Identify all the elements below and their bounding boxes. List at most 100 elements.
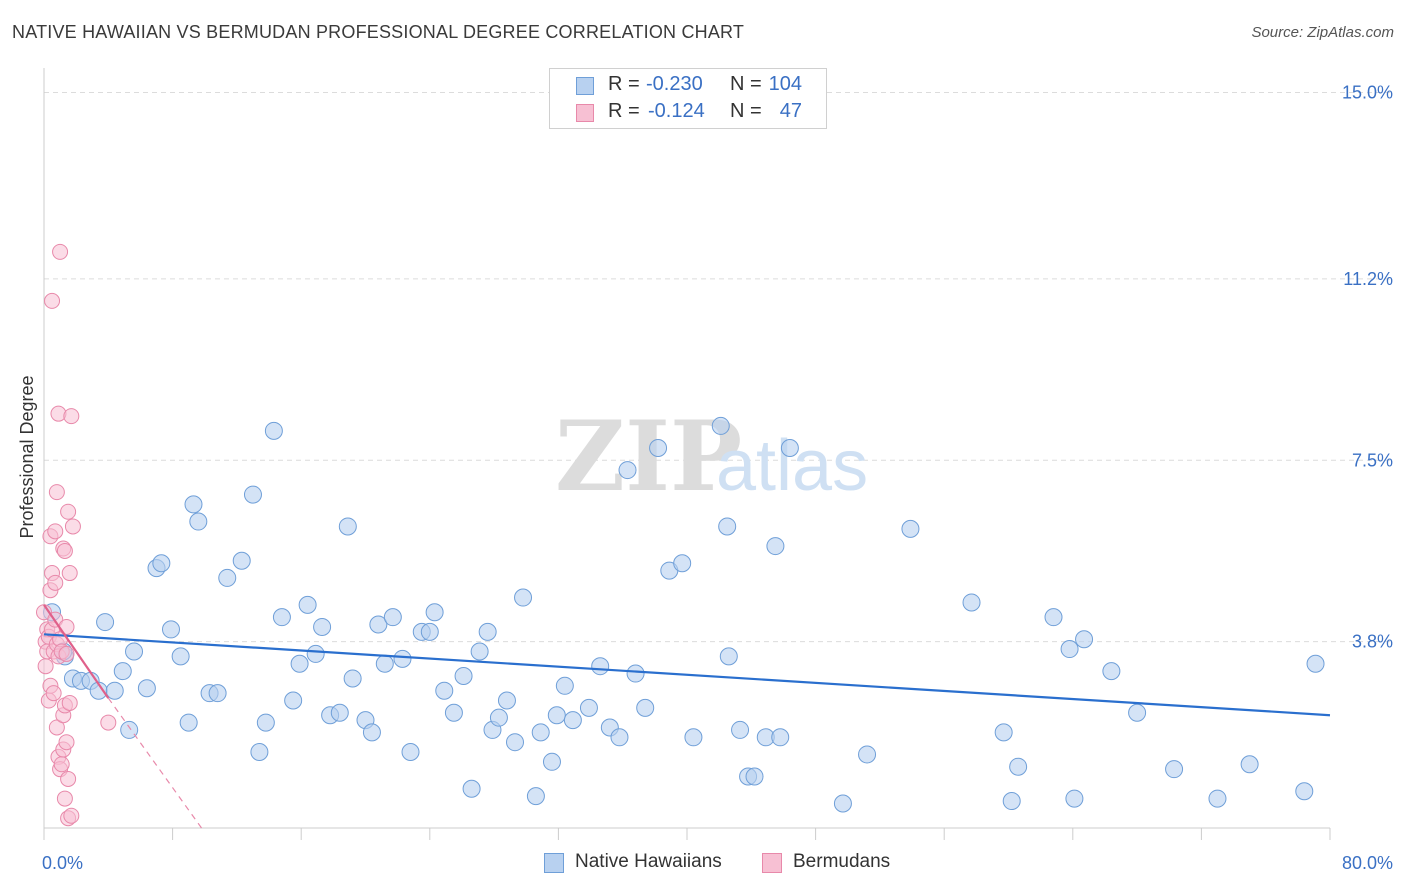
- native-hawaiian-point: [547, 706, 566, 725]
- native-hawaiian-point: [161, 620, 180, 639]
- pink-swatch: [576, 104, 594, 122]
- legend-label: Bermudans: [793, 851, 891, 872]
- bermudan-point: [52, 243, 69, 260]
- native-hawaiian-point: [478, 622, 497, 641]
- native-hawaiian-point: [113, 662, 132, 681]
- tick-labels: 3.8% 7.5% 11.2% 15.0% 0.0% 80.0% Professional …: [17, 83, 1393, 873]
- native-hawaiian-point: [462, 779, 481, 798]
- native-hawaiian-point: [125, 642, 144, 661]
- native-hawaiian-point: [250, 743, 269, 761]
- native-hawaiian-point: [649, 439, 668, 457]
- bermudan-point: [37, 658, 54, 675]
- bermudan-point: [63, 807, 80, 824]
- native-hawaiian-point: [218, 568, 237, 587]
- native-hawaiian-point: [375, 654, 394, 673]
- native-hawaiian-point: [369, 615, 388, 634]
- native-hawaiian-point: [1002, 792, 1021, 811]
- native-hawaiian-point: [120, 720, 139, 739]
- native-hawaiian-point: [514, 588, 533, 607]
- r-label: R =: [608, 100, 640, 122]
- native-hawaiian-point: [435, 681, 454, 700]
- native-hawaiian-point: [208, 684, 227, 703]
- native-hawaiian-point: [105, 681, 124, 700]
- bermudan-point: [56, 790, 73, 807]
- native-hawaiian-point: [383, 608, 402, 627]
- native-hawaiian-point: [454, 667, 473, 685]
- native-hawaiian-point: [330, 703, 349, 722]
- native-hawaiian-point: [771, 728, 790, 747]
- r-label: R =: [608, 73, 640, 95]
- bermudan-point: [56, 542, 73, 559]
- native-hawaiian-point: [1044, 608, 1063, 627]
- y-tick-label: 7.5%: [1352, 450, 1393, 470]
- native-hawaiian-point: [526, 787, 545, 806]
- native-hawaiian-point: [189, 512, 208, 531]
- native-hawaiian-point: [618, 461, 637, 480]
- native-hawaiian-point: [152, 554, 171, 573]
- bermudan-point: [48, 484, 65, 501]
- y-tick-label: 11.2%: [1343, 269, 1393, 289]
- native-hawaiian-point: [591, 657, 610, 676]
- data-points: [36, 243, 1325, 827]
- native-hawaiian-point: [290, 654, 309, 673]
- native-hawaiian-point: [731, 720, 750, 739]
- y-tick-label: 15.0%: [1342, 83, 1393, 103]
- native-hawaiian-point: [420, 622, 439, 641]
- native-hawaiian-point: [1009, 757, 1028, 776]
- bermudan-point: [45, 685, 62, 702]
- native-hawaiian-point: [1060, 640, 1079, 659]
- native-hawaiian-point: [96, 613, 115, 632]
- bermudan-trend-extension: [107, 697, 203, 829]
- source-credit: Source: ZipAtlas.com: [1251, 24, 1394, 41]
- native-hawaiian-point: [766, 537, 785, 556]
- native-hawaiian-point: [338, 517, 357, 536]
- native-hawaiian-point: [362, 723, 381, 742]
- bermudan-point: [100, 714, 117, 731]
- native-hawaiian-point: [1295, 782, 1314, 801]
- native-hawaiian-point: [1128, 703, 1147, 722]
- native-hawaiian-point: [579, 698, 598, 717]
- native-hawaiian-point: [497, 691, 516, 710]
- bermudan-point: [58, 618, 75, 635]
- native-hawaiian-point: [505, 733, 524, 752]
- native-hawaiian-point: [563, 711, 582, 730]
- trend-lines: [43, 604, 1331, 829]
- native-hawaiian-point: [298, 595, 317, 614]
- bermudan-point: [60, 503, 77, 520]
- y-tick-label: 3.8%: [1352, 632, 1393, 652]
- native-hawaiian-point: [610, 728, 629, 747]
- native-hawaiian-point: [994, 723, 1013, 742]
- native-hawaiian-point: [489, 708, 508, 727]
- n-value: 104: [768, 73, 802, 95]
- native-hawaiian-point: [719, 647, 738, 666]
- bermudan-point: [53, 756, 70, 773]
- native-hawaiian-point: [306, 644, 325, 663]
- native-hawaiian-point: [1102, 662, 1121, 681]
- native-hawaiian-point: [1165, 760, 1184, 779]
- r-value: -0.230: [646, 73, 703, 95]
- bermudan-point: [44, 292, 61, 309]
- stats-legend: R = -0.230 N = 104 R = -0.124 N = 47: [549, 68, 827, 129]
- native-hawaiian-point: [626, 664, 645, 683]
- native-hawaiian-point: [1208, 789, 1227, 808]
- r-value: -0.124: [648, 100, 705, 122]
- native-hawaiian-point: [171, 647, 190, 666]
- native-hawaiian-point: [833, 794, 852, 813]
- native-hawaiian-point: [555, 676, 574, 695]
- blue-swatch: [576, 77, 594, 95]
- native-hawaiian-point: [711, 416, 730, 435]
- native-hawaiian-point: [232, 551, 251, 570]
- native-hawaiian-point: [1065, 789, 1084, 808]
- native-hawaiian-point: [137, 679, 156, 698]
- bermudan-point: [61, 694, 78, 711]
- native-hawaiian-point: [962, 593, 981, 612]
- bermudan-point: [60, 770, 77, 787]
- n-label: N =: [730, 73, 762, 95]
- pink-swatch: [762, 853, 782, 873]
- bermudan-point: [61, 565, 78, 582]
- native-hawaiian-point: [184, 495, 203, 514]
- native-hawaiian-point: [684, 728, 703, 747]
- n-value: 47: [779, 100, 802, 122]
- native-hawaiian-point: [542, 752, 561, 771]
